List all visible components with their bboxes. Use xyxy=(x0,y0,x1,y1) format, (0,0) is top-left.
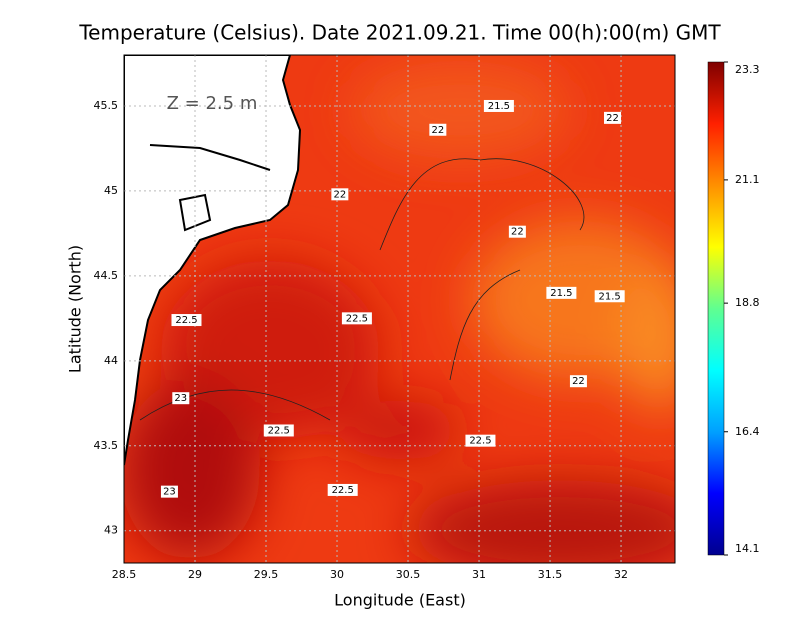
contour-label-box xyxy=(171,314,202,327)
plot-frame xyxy=(123,54,676,564)
colorbar-tick-label: 16.4 xyxy=(735,425,760,438)
y-tick-label: 44.5 xyxy=(94,269,119,282)
contour-label: 22 xyxy=(333,189,346,200)
contour-label: 21.5 xyxy=(550,288,572,299)
y-tick-label: 43 xyxy=(104,524,118,537)
depth-label: Z = 2.5 m xyxy=(167,93,258,114)
contour-label: 22.5 xyxy=(332,485,354,496)
contour-label-box xyxy=(465,434,496,447)
y-tick-label: 45 xyxy=(104,184,118,197)
contour-label: 22 xyxy=(572,376,585,387)
contour-label: 22 xyxy=(511,227,524,238)
colorbar-tick-label: 21.1 xyxy=(735,173,760,186)
contour-label-box xyxy=(331,188,349,201)
contour-label: 22 xyxy=(431,125,444,136)
contour-label: 22.5 xyxy=(469,436,491,447)
contour-label: 23 xyxy=(174,393,187,404)
x-tick-label: 30.5 xyxy=(396,568,421,581)
contour-label-box xyxy=(160,485,178,498)
x-tick-label: 31.5 xyxy=(538,568,563,581)
y-tick-label: 44 xyxy=(104,354,118,367)
colorbar-tick-label: 23.3 xyxy=(735,63,760,76)
x-tick-label: 30 xyxy=(330,568,344,581)
x-tick-label: 29.5 xyxy=(254,568,279,581)
x-tick-label: 31 xyxy=(472,568,486,581)
colorbar-tick-label: 14.1 xyxy=(735,542,760,555)
x-axis-label: Longitude (East) xyxy=(334,591,466,610)
contour-label-box xyxy=(172,392,190,405)
contour-label-box xyxy=(483,99,514,112)
contour-label-box xyxy=(263,424,294,437)
contour-label-box xyxy=(429,123,447,136)
y-tick-label: 43.5 xyxy=(94,439,119,452)
x-tick-label: 29 xyxy=(188,568,202,581)
colorbar xyxy=(707,61,725,556)
contour-label-box xyxy=(546,286,577,299)
x-tick-label: 28.5 xyxy=(112,568,137,581)
x-tick-label: 32 xyxy=(614,568,628,581)
contour-label: 21.5 xyxy=(488,101,510,112)
contour-label: 23 xyxy=(163,487,176,498)
colorbar-tick-label: 18.8 xyxy=(735,296,760,309)
y-axis-label: Latitude (North) xyxy=(66,245,85,373)
contour-label: 22 xyxy=(606,113,619,124)
chart-title: Temperature (Celsius). Date 2021.09.21. … xyxy=(78,21,721,45)
contour-label: 22.5 xyxy=(346,313,368,324)
contour-label: 21.5 xyxy=(599,291,621,302)
contour-label-box xyxy=(594,290,625,303)
y-tick-label: 45.5 xyxy=(94,99,119,112)
contour-label: 22.5 xyxy=(268,425,290,436)
contour-label: 22.5 xyxy=(175,315,197,326)
contour-label-box xyxy=(327,483,358,496)
contour-label-box xyxy=(569,375,587,388)
temperature-field xyxy=(124,55,675,563)
contour-label-box xyxy=(508,225,526,238)
contour-label-box xyxy=(604,111,622,124)
contour-label-box xyxy=(341,312,372,325)
